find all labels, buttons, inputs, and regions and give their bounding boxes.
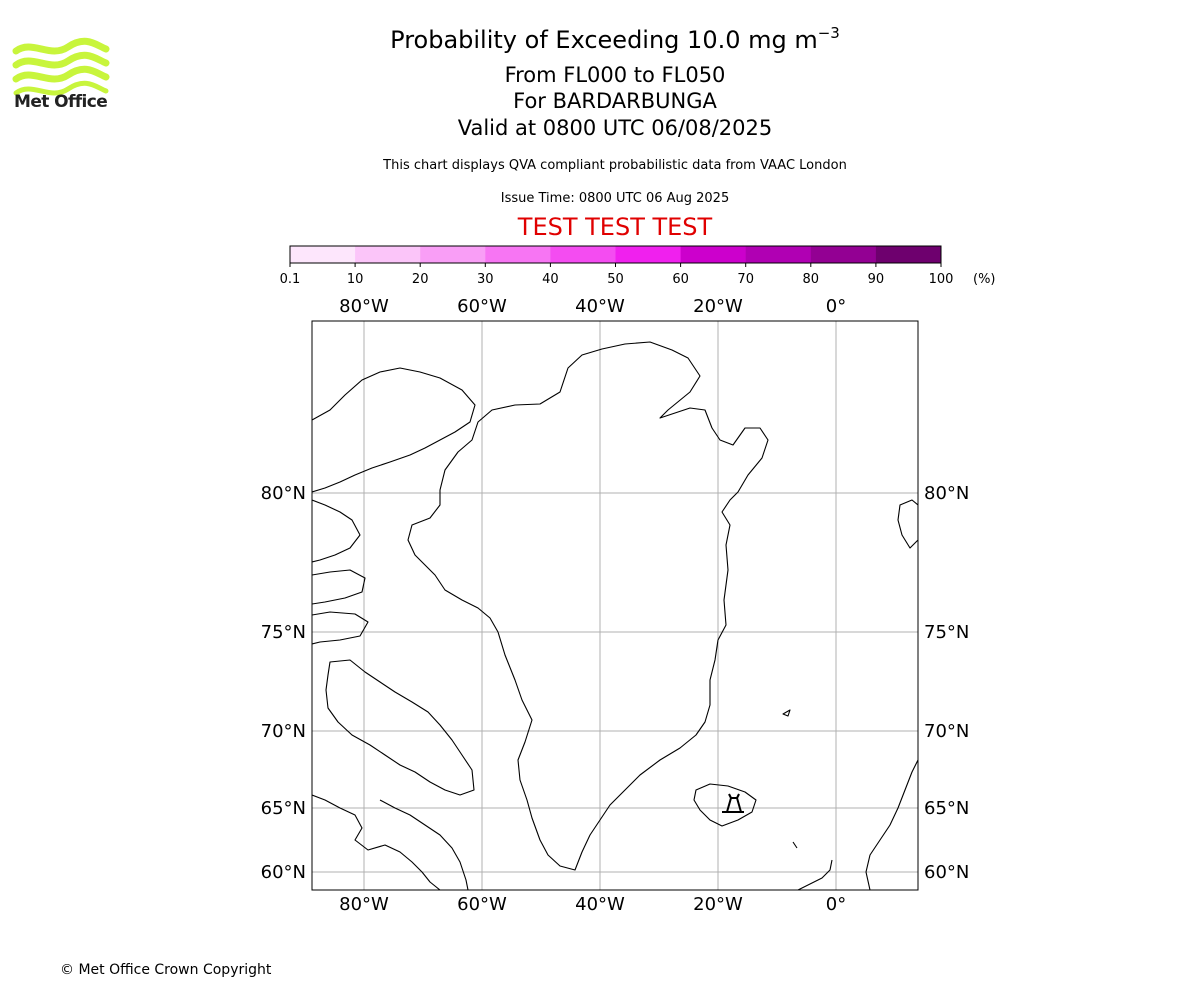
map-frame — [311, 320, 919, 891]
colorbar-swatch — [875, 246, 942, 263]
faroe-islands-coast — [792, 841, 798, 849]
longitude-label-top: 60°W — [457, 296, 507, 317]
colorbar-swatch — [550, 246, 616, 263]
baffin-island-coast — [325, 659, 475, 796]
latitude-label-right: 75°N — [924, 622, 969, 643]
colorbar-swatch — [680, 246, 747, 263]
labrador-coast — [379, 799, 469, 890]
chart-title: Probability of Exceeding 10.0 mg m−3 — [0, 24, 1200, 54]
copyright: © Met Office Crown Copyright — [60, 962, 272, 978]
latitude-label-right: 80°N — [924, 483, 969, 504]
issue-time: Issue Time: 0800 UTC 06 Aug 2025 — [500, 191, 730, 206]
colorbar-tick-label: 50 — [607, 272, 624, 287]
jan-mayen-coast — [782, 709, 791, 717]
longitude-label-bottom: 0° — [826, 894, 846, 915]
coastlines — [312, 341, 918, 890]
canada-islands-2 — [312, 569, 366, 605]
colorbar-tick-label: 20 — [412, 272, 429, 287]
longitude-label-bottom: 60°W — [457, 894, 507, 915]
colorbar-swatch — [615, 246, 682, 263]
canada-mainland-coast — [312, 794, 441, 890]
title-volcano: For BARDARBUNGA — [513, 89, 717, 113]
longitude-label-bottom: 40°W — [575, 894, 625, 915]
norway-coast — [865, 759, 918, 890]
longitude-label-bottom: 20°W — [693, 894, 743, 915]
title-superscript: −3 — [817, 24, 840, 42]
canada-islands-1 — [312, 499, 361, 563]
latitude-label-right: 65°N — [924, 798, 969, 819]
latitude-label-right: 70°N — [924, 721, 969, 742]
latitude-label-left: 60°N — [261, 862, 306, 883]
greenland-coast — [407, 341, 769, 871]
colorbar-swatch — [420, 246, 486, 263]
colorbar-tick-label: 90 — [868, 272, 885, 287]
colorbar-swatch — [355, 246, 421, 263]
colorbar-tick-label: 0.1 — [280, 272, 301, 287]
title-levels: From FL000 to FL050 — [504, 63, 726, 87]
longitude-label-top: 0° — [826, 296, 846, 317]
subtitle: This chart displays QVA compliant probab… — [383, 158, 847, 173]
colorbar-tick-label: 70 — [737, 272, 754, 287]
colorbar-tick-label: 40 — [542, 272, 559, 287]
longitude-label-top: 20°W — [693, 296, 743, 317]
latitude-label-right: 60°N — [924, 862, 969, 883]
colorbar-swatch — [745, 246, 812, 263]
volcano-marker-icon — [722, 793, 744, 813]
colorbar-tick-label: 80 — [803, 272, 820, 287]
iceland-coast — [693, 783, 757, 827]
logo-text: Met Office — [14, 92, 108, 112]
latitude-label-left: 70°N — [261, 721, 306, 742]
colorbar-swatch — [290, 246, 356, 263]
svalbard-coast — [897, 499, 918, 549]
title-main: Probability of Exceeding 10.0 mg m — [390, 26, 818, 54]
colorbar-unit: (%) — [973, 272, 996, 287]
scotland-coast — [797, 859, 833, 890]
met-office-logo-icon — [12, 37, 110, 96]
colorbar-swatch — [485, 246, 551, 263]
colorbar-tick-label: 10 — [347, 272, 364, 287]
graticule — [312, 321, 918, 890]
colorbar-swatch — [810, 246, 877, 263]
colorbar: 0.1 10 20 30 40 50 60 70 80 90 100 (%) — [280, 245, 996, 287]
latitude-label-left: 75°N — [261, 622, 306, 643]
longitude-label-top: 80°W — [339, 296, 389, 317]
ellesmere-coast — [312, 367, 476, 493]
latitude-label-left: 65°N — [261, 798, 306, 819]
latitude-label-left: 80°N — [261, 483, 306, 504]
test-banner: TEST TEST TEST — [517, 213, 713, 241]
title-valid-time: Valid at 0800 UTC 06/08/2025 — [457, 116, 773, 140]
longitude-label-top: 40°W — [575, 296, 625, 317]
colorbar-tick-label: 100 — [929, 272, 954, 287]
colorbar-tick-label: 60 — [672, 272, 689, 287]
longitude-label-bottom: 80°W — [339, 894, 389, 915]
canada-islands-3 — [312, 611, 369, 645]
colorbar-tick-label: 30 — [477, 272, 494, 287]
